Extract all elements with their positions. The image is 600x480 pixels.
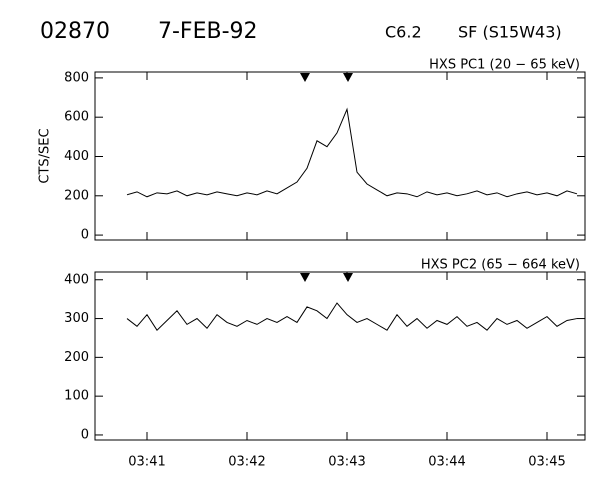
- y-tick-label: 800: [64, 70, 89, 85]
- event-id: 02870: [40, 19, 110, 44]
- x-tick-label: 03:45: [528, 455, 565, 470]
- time-marker: [343, 73, 353, 82]
- time-marker: [300, 73, 310, 82]
- y-tick-label: 100: [64, 389, 89, 404]
- panel-title: HXS PC2 (65 − 664 keV): [421, 258, 580, 273]
- flare-location: SF (S15W43): [458, 23, 562, 42]
- flare-class: C6.2: [385, 23, 422, 42]
- panel-title: HXS PC1 (20 − 65 keV): [429, 58, 580, 73]
- plot-frame: [94, 271, 586, 441]
- y-tick-label: 0: [81, 427, 89, 442]
- x-tick-label: 03:41: [128, 455, 165, 470]
- y-tick-label: 200: [64, 350, 89, 365]
- data-line: [126, 302, 578, 331]
- y-tick-label: 400: [64, 272, 89, 287]
- y-tick-label: 300: [64, 311, 89, 326]
- y-axis-label: CTS/SEC: [38, 128, 53, 183]
- x-tick-label: 03:42: [228, 455, 265, 470]
- time-marker: [300, 273, 310, 282]
- time-marker: [343, 273, 353, 282]
- event-date: 7-FEB-92: [158, 19, 258, 44]
- y-tick-label: 400: [64, 149, 89, 164]
- data-line: [126, 107, 578, 198]
- y-tick-label: 600: [64, 110, 89, 125]
- x-tick-label: 03:44: [428, 455, 465, 470]
- y-tick-label: 0: [81, 228, 89, 243]
- y-tick-label: 200: [64, 188, 89, 203]
- x-tick-label: 03:43: [328, 455, 365, 470]
